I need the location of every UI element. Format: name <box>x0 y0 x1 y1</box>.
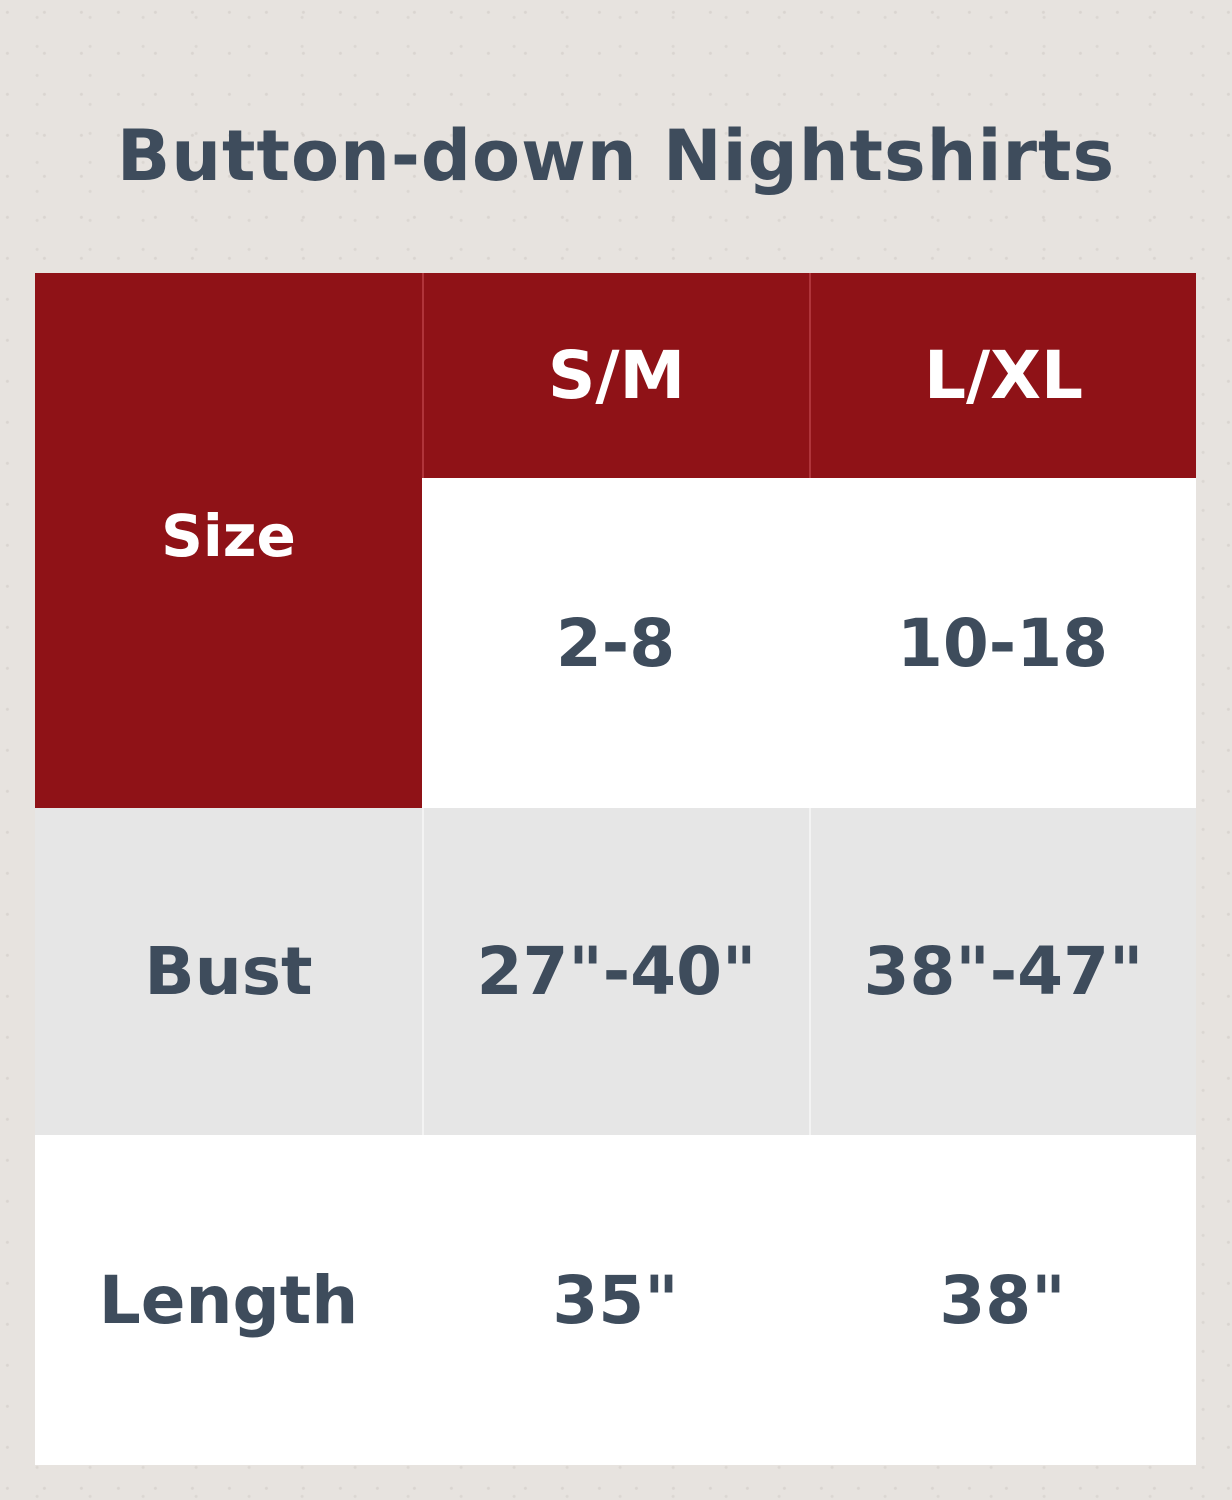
length-value-sm: 35" <box>422 1135 809 1465</box>
length-value-lxl: 38" <box>809 1135 1196 1465</box>
bust-value-sm: 27"-40" <box>422 808 809 1135</box>
size-value-sm: 2-8 <box>422 478 809 808</box>
size-value-lxl: 10-18 <box>809 478 1196 808</box>
column-header-sm: S/M <box>422 273 809 478</box>
page-title: Button-down Nightshirts <box>116 115 1116 197</box>
bust-value-lxl: 38"-47" <box>809 808 1196 1135</box>
size-header: Size <box>35 273 422 808</box>
row-label-length: Length <box>35 1135 422 1465</box>
size-chart-table: Size S/M L/XL 2-8 10-18 Bust 27"-40" 38"… <box>35 273 1196 1465</box>
row-label-bust: Bust <box>35 808 422 1135</box>
column-header-lxl: L/XL <box>809 273 1196 478</box>
